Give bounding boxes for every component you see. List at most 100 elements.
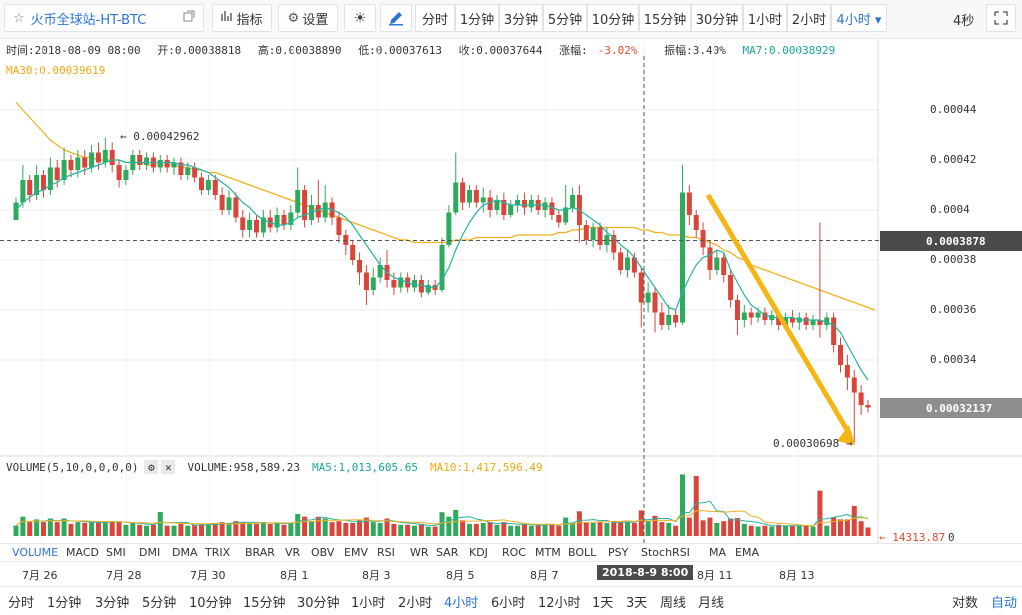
volume-bar [302, 516, 308, 536]
candle-body [20, 180, 26, 203]
candle-body [109, 150, 115, 165]
bottom-period-4[interactable]: 10分钟 [189, 596, 232, 611]
bottom-period-8[interactable]: 2小时 [398, 596, 433, 611]
indicator-tab-rsi[interactable]: RSI [377, 546, 395, 559]
bottom-period-13[interactable]: 3天 [626, 596, 648, 611]
indicator-tab-dmi[interactable]: DMI [139, 546, 161, 559]
indicator-tab-vr[interactable]: VR [285, 546, 301, 559]
candle-body [185, 167, 191, 175]
candle-body [673, 315, 679, 323]
bottom-period-11[interactable]: 12小时 [538, 596, 581, 611]
period-button-3[interactable]: 5分钟 [543, 4, 587, 32]
volume-bar [54, 522, 60, 536]
candle-body [466, 190, 472, 203]
volume-bar [810, 526, 816, 536]
indicator-tab-boll[interactable]: BOLL [568, 546, 597, 559]
volume-bar [219, 522, 225, 536]
indicator-tab-ma[interactable]: MA [709, 546, 727, 559]
period-button-0[interactable]: 分时 [415, 4, 455, 32]
price-tick-0: 0.00044 [930, 103, 977, 116]
indicator-tab-macd[interactable]: MACD [66, 546, 99, 559]
bottom-period-3[interactable]: 5分钟 [142, 596, 177, 611]
indicator-tab-wr[interactable]: WR [410, 546, 429, 559]
candle-body [521, 200, 527, 208]
bottom-period-9[interactable]: 4小时 [444, 596, 479, 611]
symbol-selector[interactable]: ☆ 火币全球站-HT-BTC [4, 4, 204, 32]
volume-close-icon[interactable]: ✕ [161, 460, 176, 474]
date-tick-7: 2018-8-9 8:00 [597, 565, 694, 580]
indicator-tab-mtm[interactable]: MTM [535, 546, 561, 559]
star-icon[interactable]: ☆ [13, 10, 25, 26]
bottom-period-12[interactable]: 1天 [592, 596, 614, 611]
info-change-label: 涨幅: [559, 44, 588, 57]
bottom-period-0[interactable]: 分时 [8, 596, 35, 611]
sun-icon: ☀ [353, 9, 367, 27]
volume-bar [755, 526, 761, 536]
indicator-tab-emv[interactable]: EMV [344, 546, 368, 559]
theme-toggle-button[interactable]: ☀ [344, 4, 376, 32]
indicator-tab-dma[interactable]: DMA [172, 546, 198, 559]
candle-body [199, 177, 205, 190]
indicator-tab-kdj[interactable]: KDJ [469, 546, 488, 559]
volume-bar [260, 522, 266, 536]
period-button-6[interactable]: 30分钟 [691, 4, 743, 32]
fullscreen-button[interactable] [986, 4, 1016, 32]
candle-body [755, 312, 761, 318]
bottom-period-10[interactable]: 6小时 [491, 596, 526, 611]
period-button-8[interactable]: 2小时 [787, 4, 831, 32]
indicator-tab-sar[interactable]: SAR [436, 546, 459, 559]
price-tick-2: 0.0004 [930, 203, 970, 216]
settings-button[interactable]: ⚙ 设置 [278, 4, 338, 32]
candle-body [95, 152, 101, 163]
period-button-7[interactable]: 1小时 [743, 4, 787, 32]
auto-scale-button[interactable]: 自动 [991, 596, 1018, 611]
log-scale-button[interactable]: 对数 [952, 596, 979, 611]
bottom-period-6[interactable]: 30分钟 [297, 596, 340, 611]
indicators-button[interactable]: 指标 [212, 4, 272, 32]
volume-bar [343, 523, 349, 536]
indicator-tab-smi[interactable]: SMI [106, 546, 126, 559]
bottom-period-15[interactable]: 月线 [698, 596, 725, 611]
candle-body [144, 157, 150, 165]
volume-bar [233, 521, 239, 536]
volume-bar [721, 521, 727, 536]
indicator-tab-volume[interactable]: VOLUME [12, 546, 59, 559]
info-close: 收:0.00037644 [458, 44, 543, 57]
indicator-tab-ema[interactable]: EMA [735, 546, 759, 559]
bottom-period-2[interactable]: 3分钟 [95, 596, 130, 611]
candle-body [844, 365, 850, 378]
candle-body [741, 312, 747, 320]
volume-settings-icon[interactable]: ⚙ [144, 460, 159, 474]
indicator-tab-roc[interactable]: ROC [502, 546, 526, 559]
indicator-tab-trix[interactable]: TRIX [205, 546, 231, 559]
draw-tool-button[interactable] [380, 4, 412, 32]
indicator-tab-psy[interactable]: PSY [608, 546, 629, 559]
indicator-tab-obv[interactable]: OBV [311, 546, 335, 559]
bottom-period-1[interactable]: 1分钟 [47, 596, 82, 611]
indicator-tab-brar[interactable]: BRAR [245, 546, 275, 559]
volume-bar [192, 524, 198, 536]
indicator-tab-stochrsi[interactable]: StochRSI [641, 546, 690, 559]
volume-bar [412, 525, 418, 536]
volume-bar [838, 519, 844, 536]
volume-bar [308, 521, 314, 536]
period-button-4[interactable]: 10分钟 [587, 4, 639, 32]
period-button-1[interactable]: 1分钟 [455, 4, 499, 32]
volume-bar [590, 523, 596, 536]
bottom-period-7[interactable]: 1小时 [351, 596, 386, 611]
volume-bar [796, 525, 802, 536]
bottom-period-14[interactable]: 周线 [660, 596, 687, 611]
period-button-9[interactable]: 4小时 ▾ [831, 4, 887, 32]
period-button-2[interactable]: 3分钟 [499, 4, 543, 32]
candle-body [666, 315, 672, 325]
candle-body [734, 300, 740, 320]
period-button-5[interactable]: 15分钟 [639, 4, 691, 32]
popout-icon[interactable] [183, 10, 195, 26]
bottom-period-5[interactable]: 15分钟 [243, 596, 286, 611]
volume-bar [40, 522, 46, 536]
volume-bar [34, 519, 40, 536]
kline-chart[interactable] [0, 38, 1022, 543]
refresh-interval[interactable]: 4秒 [953, 14, 975, 29]
candle-body [515, 200, 521, 205]
crosshair-price-tag: 0.0003878 [880, 231, 1022, 251]
